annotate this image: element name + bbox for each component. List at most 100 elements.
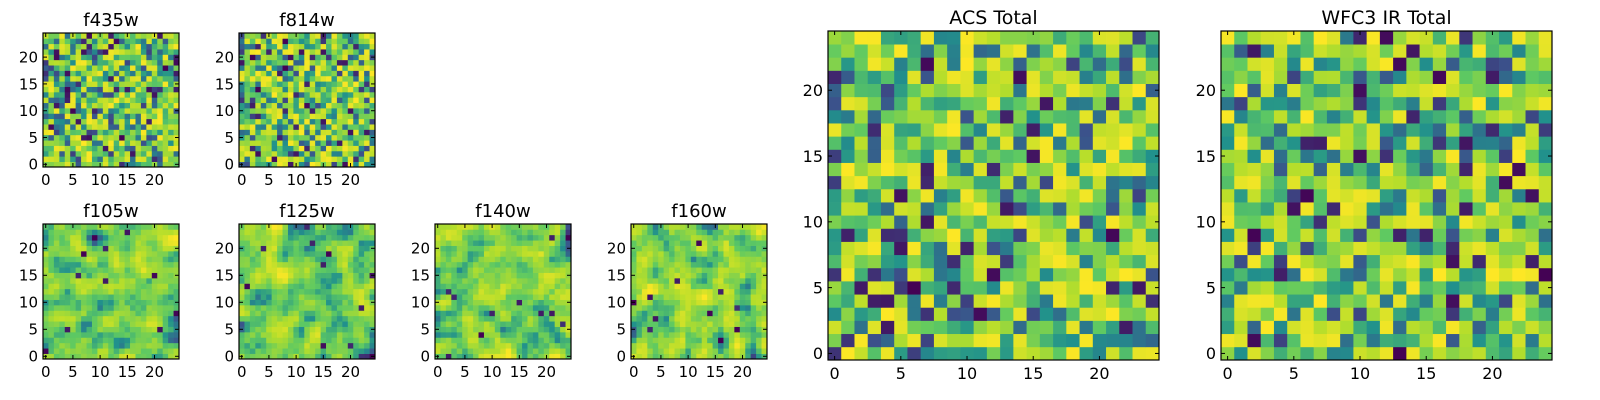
heatmap-cell: [456, 305, 463, 311]
heatmap-cell: [1273, 175, 1288, 190]
heatmap-cell: [75, 321, 82, 327]
heatmap-cell: [516, 261, 523, 268]
heatmap-cell: [271, 267, 278, 273]
heatmap-cell: [1340, 281, 1354, 295]
heatmap-cell: [1013, 215, 1027, 229]
heatmap-cell: [854, 254, 869, 269]
heatmap-cell: [473, 283, 479, 290]
heatmap-cell: [462, 283, 468, 290]
heatmap-cell: [173, 305, 180, 311]
heatmap-cell: [140, 310, 147, 317]
heatmap-cells: [239, 224, 376, 360]
heatmap-cell: [761, 278, 768, 284]
heatmap-cell: [347, 305, 354, 311]
heatmap-cell: [1221, 294, 1235, 308]
heatmap-cell: [59, 91, 66, 98]
heatmap-cell: [554, 353, 561, 360]
heatmap-cell: [1313, 320, 1328, 335]
heatmap-cell: [255, 102, 262, 109]
heatmap-cell: [239, 240, 245, 246]
heatmap-cell: [271, 161, 278, 168]
heatmap-cell: [113, 156, 120, 162]
heatmap-cell: [631, 310, 637, 317]
heatmap-cell: [1106, 96, 1120, 111]
heatmap-cell: [473, 229, 479, 236]
heatmap-cell: [320, 342, 327, 349]
heatmap-cell: [151, 321, 158, 327]
heatmap-cell: [1353, 215, 1367, 229]
heatmap-cell: [1313, 149, 1328, 163]
heatmap-cell: [739, 348, 746, 354]
heatmap-cell: [146, 81, 153, 87]
heatmap-cell: [162, 43, 169, 50]
heatmap-cell: [86, 256, 93, 263]
heatmap-cell: [1039, 320, 1054, 335]
heatmap-cell: [282, 294, 289, 300]
heatmap-cell: [854, 31, 869, 45]
heatmap-cell: [1039, 333, 1054, 348]
heatmap-cell: [119, 224, 125, 230]
heatmap-cell: [342, 305, 349, 311]
heatmap-cell: [685, 294, 692, 300]
heatmap-cell: [353, 229, 360, 236]
heatmap-cell: [456, 294, 463, 300]
heatmap-cell: [119, 118, 125, 125]
heatmap-cell: [287, 81, 294, 87]
heatmap-cell: [745, 337, 752, 344]
heatmap-cell: [48, 156, 55, 162]
heatmap-cell: [538, 315, 545, 322]
heatmap-cell: [239, 86, 245, 93]
heatmap-cell: [91, 267, 98, 273]
heatmap-cell: [522, 251, 528, 257]
heatmap-cell: [113, 97, 120, 104]
heatmap-cell: [364, 305, 370, 311]
heatmap-cell: [140, 49, 147, 55]
heatmap-cell: [86, 278, 93, 284]
heatmap-cell: [309, 283, 316, 290]
heatmap-cell: [1026, 188, 1041, 203]
heatmap-cell: [1353, 202, 1367, 216]
heatmap-cell: [244, 145, 251, 152]
heatmap-cell: [162, 81, 169, 87]
heatmap-cell: [462, 288, 468, 295]
heatmap-cell: [685, 305, 692, 311]
heatmap-cell: [331, 134, 338, 141]
heatmap-cell: [43, 251, 49, 257]
heatmap-cell: [266, 240, 272, 246]
heatmap-cell: [369, 321, 376, 327]
heatmap-cell: [347, 54, 354, 61]
heatmap-cell: [70, 288, 76, 295]
heatmap-cell: [1247, 267, 1262, 282]
heatmap-cell: [532, 283, 539, 290]
heatmap-cell: [920, 149, 935, 163]
heatmap-cell: [326, 256, 332, 263]
heatmap-cell: [91, 256, 98, 263]
heatmap-cell: [146, 240, 153, 246]
heatmap-cell: [483, 251, 490, 257]
heatmap-cell: [445, 332, 452, 338]
heatmap-cell: [266, 86, 272, 93]
heatmap-cell: [336, 305, 343, 311]
heatmap-cell: [113, 229, 120, 236]
heatmap-cell: [146, 33, 153, 39]
heatmap-cell: [1132, 281, 1147, 295]
heatmap-cell: [260, 240, 267, 246]
heatmap-cell: [86, 129, 93, 136]
heatmap-cell: [652, 299, 659, 306]
heatmap-cell: [336, 97, 343, 104]
heatmap-cell: [304, 91, 311, 98]
heatmap-cell: [271, 234, 278, 241]
heatmap-cell: [151, 102, 158, 109]
heatmap-cell: [135, 332, 142, 338]
heatmap-cell: [97, 305, 104, 311]
heatmap-cell: [146, 261, 153, 268]
heatmap-cell: [723, 299, 730, 306]
heatmap-cell: [1039, 294, 1054, 308]
heatmap-cell: [1340, 202, 1354, 216]
heatmap-cell: [1079, 57, 1094, 71]
heatmap-cell: [59, 33, 66, 39]
heatmap-cell: [81, 54, 87, 61]
heatmap-cell: [1538, 215, 1553, 229]
heatmap-cell: [473, 278, 479, 284]
heatmap-cell: [920, 57, 935, 71]
